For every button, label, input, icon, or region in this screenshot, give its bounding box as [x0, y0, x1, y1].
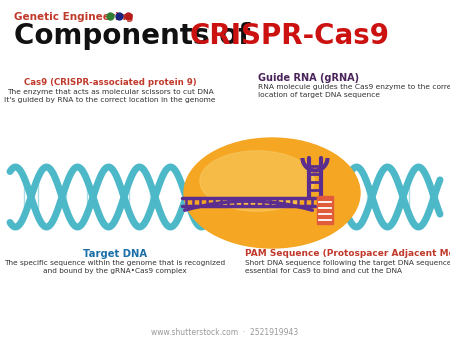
Text: The specific sequence within the genome that is recognized: The specific sequence within the genome …: [4, 260, 225, 266]
Text: The enzyme that acts as molecular scissors to cut DNA: The enzyme that acts as molecular scisso…: [7, 89, 213, 95]
Text: PAM Sequence (Protospacer Adjacent Motif): PAM Sequence (Protospacer Adjacent Motif…: [245, 249, 450, 258]
Text: Cas9 (CRISPR-associated protein 9): Cas9 (CRISPR-associated protein 9): [24, 78, 196, 87]
Text: Short DNA sequence following the target DNA sequence,: Short DNA sequence following the target …: [245, 260, 450, 266]
Text: www.shutterstock.com  ·  2521919943: www.shutterstock.com · 2521919943: [151, 328, 299, 337]
Ellipse shape: [184, 138, 360, 248]
Text: essential for Cas9 to bind and cut the DNA: essential for Cas9 to bind and cut the D…: [245, 268, 402, 274]
Text: CRISPR-Cas9: CRISPR-Cas9: [190, 22, 390, 50]
Text: location of target DNA sequence: location of target DNA sequence: [258, 92, 380, 98]
Text: RNA molecule guides the Cas9 enzyme to the correct: RNA molecule guides the Cas9 enzyme to t…: [258, 84, 450, 90]
Text: Components of: Components of: [14, 22, 260, 50]
Text: Guide RNA (gRNA): Guide RNA (gRNA): [258, 73, 359, 83]
Text: Target DNA: Target DNA: [83, 249, 147, 259]
Text: Genetic Engineering: Genetic Engineering: [14, 12, 134, 22]
Text: and bound by the gRNA•Cas9 complex: and bound by the gRNA•Cas9 complex: [43, 268, 187, 274]
Bar: [317, 196, 333, 224]
Ellipse shape: [200, 151, 314, 211]
Text: It's guided by RNA to the correct location in the genome: It's guided by RNA to the correct locati…: [4, 97, 216, 103]
